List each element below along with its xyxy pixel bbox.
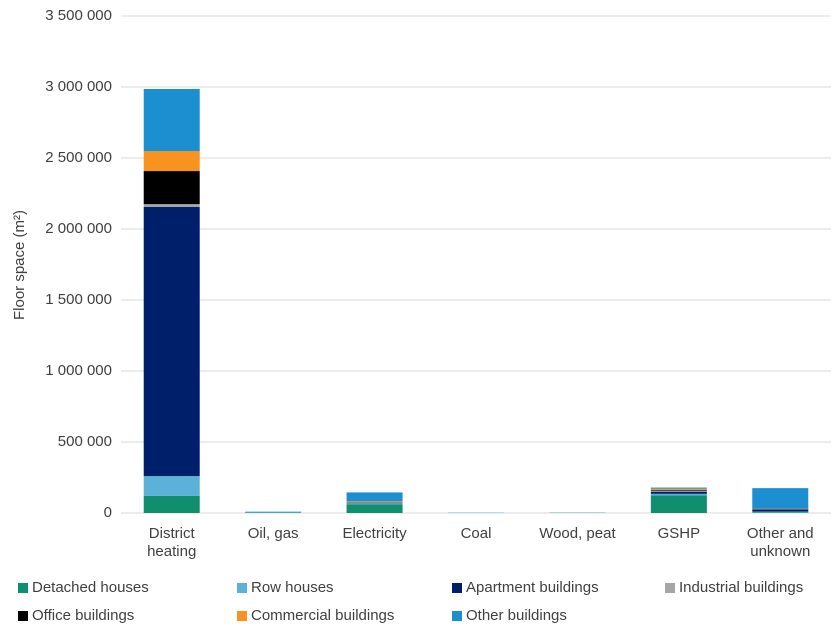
y-tick-label: 1 500 000 [45,291,112,308]
bar-segment [650,493,707,496]
legend-label: Office buildings [32,607,134,624]
legend-swatch [237,611,247,621]
legend-swatch [237,583,247,593]
bar-segment [650,489,707,491]
bar-segment [650,487,707,489]
legend-label: Commercial buildings [251,607,394,624]
bar-segment [752,512,809,513]
x-tick-label: GSHP [657,525,701,542]
bar-segment [346,504,403,513]
bar-segment [346,502,403,504]
legend-swatch [452,583,462,593]
bar-segment [650,495,707,513]
bar-segment [245,511,302,513]
y-tick-label: 3 000 000 [45,78,112,95]
bar-segment [752,509,809,512]
y-tick-label: 2 000 000 [45,220,112,237]
legend-swatch [665,583,675,593]
bar-segment [143,206,200,477]
legend-swatch [452,611,462,621]
bar-segment [752,488,809,509]
bar-segment [346,503,403,505]
x-tick-label: Other and unknown [746,525,814,560]
bar-segment [752,511,809,513]
bar-segment [143,88,200,152]
bar-segment [346,501,403,503]
bar-segment [143,151,200,172]
bar-segment [143,204,200,207]
x-tick-label: Electricity [342,525,407,542]
legend-label: Row houses [251,579,334,596]
x-tick-label: Wood, peat [539,525,616,542]
bar-segment [143,476,200,496]
y-tick-label: 0 [104,504,112,521]
y-tick-label: 2 500 000 [45,149,112,166]
legend-label: Detached houses [32,579,149,596]
y-tick-label: 500 000 [58,433,112,450]
bar-segment [650,491,707,494]
legend-label: Apartment buildings [466,579,599,596]
bar-segment [650,488,707,490]
y-axis-title: Floor space (m²) [11,210,28,320]
y-tick-label: 1 000 000 [45,362,112,379]
legend-label: Industrial buildings [679,579,803,596]
legend-label: Other buildings [466,607,567,624]
x-tick-label: District heating [147,525,197,560]
bar-segment [143,495,200,513]
x-tick-label: Coal [460,525,492,542]
legend-swatch [18,611,28,621]
x-tick-label: Oil, gas [247,525,299,542]
legend-swatch [18,583,28,593]
bar-segment [650,490,707,492]
bar-segment [143,171,200,205]
bar-segment [346,492,403,502]
y-tick-label: 3 500 000 [45,7,112,24]
